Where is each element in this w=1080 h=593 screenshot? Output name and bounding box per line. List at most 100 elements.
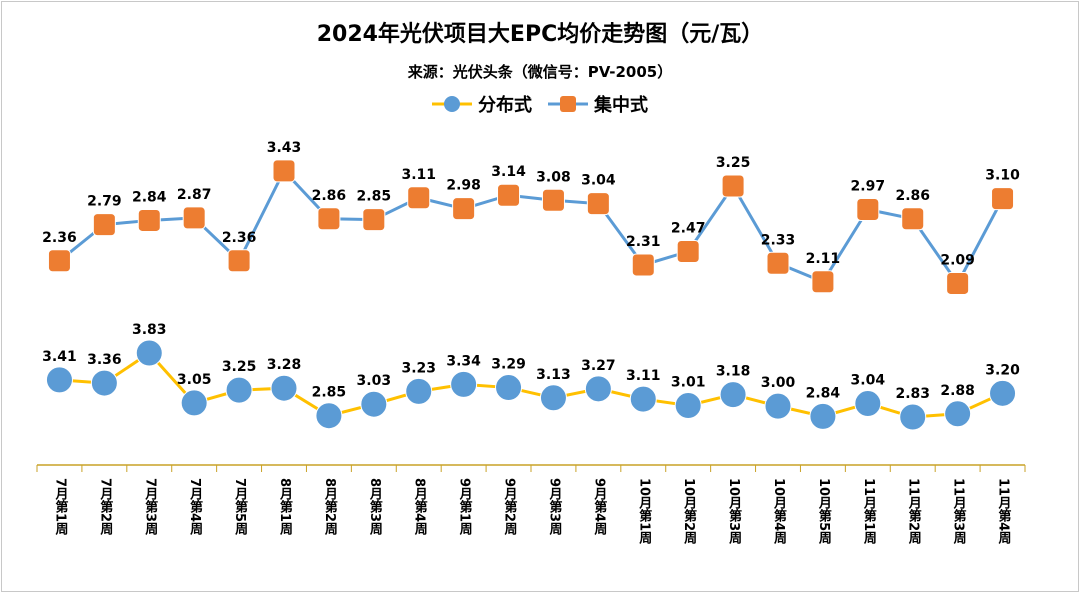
centralized-point — [272, 159, 296, 183]
distributed-data-label: 3.29 — [491, 357, 526, 373]
centralized-point — [586, 192, 610, 216]
centralized-point — [676, 240, 700, 264]
distributed-data-label: 3.03 — [357, 373, 392, 389]
distributed-point — [315, 402, 343, 430]
centralized-point — [92, 213, 116, 237]
distributed-data-label: 3.05 — [177, 372, 212, 388]
x-tick-label: 8月第4周 — [411, 478, 427, 536]
distributed-point — [135, 339, 163, 367]
centralized-data-label: 2.79 — [87, 194, 122, 210]
distributed-point — [899, 403, 927, 431]
centralized-point — [766, 251, 790, 275]
centralized-data-label: 2.98 — [446, 178, 481, 194]
x-tick-label: 7月第2周 — [97, 478, 113, 536]
x-tick-label: 9月第4周 — [591, 478, 607, 536]
distributed-data-label: 3.41 — [42, 349, 77, 365]
x-tick-label: 9月第2周 — [501, 478, 517, 536]
distributed-data-label: 3.36 — [87, 352, 122, 368]
legend-circle-marker-icon — [432, 96, 472, 112]
centralized-data-label: 2.33 — [761, 232, 796, 248]
legend-label-centralized: 集中式 — [594, 95, 648, 116]
distributed-data-label: 3.34 — [446, 353, 481, 369]
centralized-data-label: 2.84 — [132, 189, 167, 205]
distributed-data-label: 3.18 — [716, 364, 751, 380]
centralized-data-label: 3.04 — [581, 173, 616, 189]
x-tick-label: 10月第2周 — [681, 478, 697, 545]
centralized-data-label: 3.14 — [491, 164, 526, 180]
centralized-data-label: 3.08 — [536, 169, 571, 185]
x-tick-label: 7月第5周 — [232, 478, 248, 536]
distributed-point — [809, 402, 837, 430]
x-tick-label: 9月第3周 — [546, 478, 562, 536]
centralized-data-label: 2.11 — [806, 251, 841, 267]
distributed-point — [719, 381, 747, 409]
x-tick-label: 8月第3周 — [366, 478, 382, 536]
distributed-point — [225, 376, 253, 404]
legend-item-distributed: 分布式 — [432, 91, 532, 117]
centralized-point — [721, 174, 745, 198]
centralized-point — [497, 183, 521, 207]
centralized-data-label: 3.25 — [716, 155, 751, 171]
centralized-data-label: 2.36 — [222, 230, 257, 246]
x-tick-label: 8月第2周 — [321, 478, 337, 536]
centralized-point — [541, 188, 565, 212]
distributed-point — [405, 377, 433, 405]
centralized-point — [47, 249, 71, 273]
centralized-point — [227, 249, 251, 273]
centralized-point — [901, 207, 925, 231]
distributed-point — [270, 374, 298, 402]
distributed-point — [944, 400, 972, 428]
distributed-data-label: 3.83 — [132, 322, 167, 338]
centralized-point — [317, 207, 341, 231]
distributed-data-label: 2.88 — [940, 383, 975, 399]
x-tick-label: 11月第4周 — [995, 478, 1011, 545]
x-tick-label: 11月第2周 — [905, 478, 921, 545]
centralized-series-line — [58, 168, 1004, 287]
distributed-point — [180, 389, 208, 417]
distributed-data-label: 3.04 — [851, 373, 886, 389]
centralized-data-label: 2.09 — [940, 252, 975, 268]
distributed-point — [90, 369, 118, 397]
x-tick-label: 7月第4周 — [187, 478, 203, 536]
distributed-data-label: 3.13 — [536, 367, 571, 383]
x-tick-label: 10月第4周 — [771, 478, 786, 545]
distributed-data-label: 3.23 — [401, 360, 436, 376]
centralized-data-label: 2.97 — [851, 179, 886, 195]
centralized-data-label: 2.36 — [42, 230, 77, 246]
distributed-data-label: 3.11 — [626, 368, 661, 384]
distributed-point — [539, 384, 567, 412]
centralized-data-label: 2.85 — [357, 189, 392, 205]
distributed-data-label: 2.85 — [312, 385, 347, 401]
legend-item-centralized: 集中式 — [548, 91, 648, 117]
distributed-data-label: 3.01 — [671, 374, 706, 390]
centralized-point — [137, 208, 161, 232]
chart-title: 2024年光伏项目大EPC均价走势图（元/瓦） — [316, 22, 764, 47]
distributed-point — [45, 366, 73, 394]
centralized-point — [856, 198, 880, 222]
centralized-data-label: 2.47 — [671, 221, 706, 237]
chart-subtitle: 来源：光伏头条（微信号：PV-2005） — [407, 63, 673, 81]
legend-square-marker-icon — [548, 96, 588, 112]
x-tick-label: 9月第1周 — [456, 478, 472, 536]
distributed-data-label: 3.20 — [985, 362, 1020, 378]
x-tick-label: 7月第3周 — [142, 478, 158, 536]
distributed-point — [764, 392, 792, 420]
distributed-point — [674, 391, 702, 419]
distributed-point — [495, 374, 523, 402]
distributed-data-label: 3.25 — [222, 359, 257, 375]
x-tick-label: 11月第3周 — [950, 478, 966, 545]
distributed-point — [629, 385, 657, 413]
x-tick-label: 11月第1周 — [860, 478, 876, 545]
centralized-point — [991, 187, 1015, 211]
centralized-data-label: 2.87 — [177, 187, 212, 203]
x-tick-label: 10月第1周 — [636, 478, 652, 545]
centralized-point — [452, 197, 476, 221]
distributed-point — [854, 390, 882, 418]
distributed-data-label: 2.83 — [895, 386, 930, 402]
centralized-point — [407, 186, 431, 210]
distributed-data-label: 3.27 — [581, 358, 616, 374]
centralized-point — [362, 208, 386, 232]
distributed-series-line — [59, 351, 1004, 419]
